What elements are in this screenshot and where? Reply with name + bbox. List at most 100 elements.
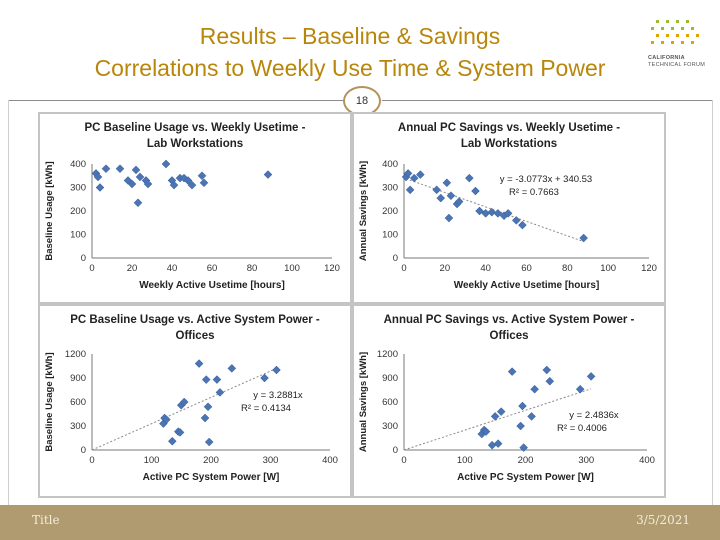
y-tick-label: 600 — [382, 397, 398, 408]
data-point — [518, 220, 527, 230]
x-tick-label: 100 — [600, 263, 616, 274]
data-point — [446, 191, 456, 201]
data-point — [415, 170, 425, 179]
slide-title: Results – Baseline & Savings Correlation… — [40, 20, 660, 84]
data-point — [194, 359, 204, 368]
y-tick-label: 100 — [382, 230, 398, 241]
data-point — [272, 365, 281, 375]
data-point — [167, 436, 177, 446]
x-tick-label: 60 — [207, 263, 218, 274]
data-point — [115, 164, 125, 174]
chart-title-line: PC Baseline Usage vs. Active System Powe… — [70, 314, 320, 326]
y-tick-label: 300 — [382, 183, 398, 194]
chart-title-line: Offices — [490, 330, 529, 342]
trendline — [405, 178, 584, 243]
data-point — [481, 427, 491, 436]
y-tick-label: 300 — [70, 183, 86, 194]
data-point — [464, 173, 474, 183]
data-point — [183, 176, 193, 185]
data-point — [527, 412, 536, 421]
x-tick-label: 120 — [641, 263, 657, 274]
x-tick-label: 300 — [578, 455, 594, 466]
page-number-badge: 18 — [343, 86, 381, 116]
logo-text-line-1: CALIFORNIA — [648, 55, 685, 61]
data-point — [507, 367, 517, 376]
chart-title-line: Offices — [176, 330, 215, 342]
x-tick-label: 0 — [401, 263, 406, 274]
data-point — [179, 397, 189, 407]
header-divider-left — [8, 100, 344, 101]
y-axis-label: Baseline Usage [kWh] — [44, 352, 55, 451]
x-tick-label: 200 — [203, 455, 219, 466]
data-point — [403, 169, 413, 178]
y-tick-label: 400 — [70, 159, 86, 170]
footer-date: 3/5/2021 — [636, 513, 690, 527]
data-point — [575, 384, 585, 394]
logo-dot-grid-icon — [651, 20, 699, 44]
data-point — [519, 443, 529, 452]
data-point — [493, 439, 503, 448]
chart-title-line: PC Baseline Usage vs. Weekly Usetime - — [85, 122, 306, 134]
y-tick-label: 200 — [382, 206, 398, 217]
data-point — [201, 375, 211, 384]
footer-bar: Title 3/5/2021 — [0, 505, 720, 540]
y-tick-label: 900 — [70, 373, 86, 384]
trendline-r2: R² = 0.7663 — [509, 187, 559, 198]
data-point — [133, 198, 143, 208]
data-point — [101, 164, 111, 174]
x-tick-label: 100 — [457, 455, 473, 466]
data-point — [586, 372, 596, 381]
data-point — [227, 364, 237, 373]
data-point — [409, 173, 419, 183]
data-point — [263, 170, 273, 179]
data-point — [542, 365, 552, 375]
x-tick-label: 40 — [480, 263, 491, 274]
x-tick-label: 300 — [263, 455, 279, 466]
data-point — [131, 165, 141, 175]
data-point — [432, 185, 442, 195]
data-point — [516, 421, 525, 431]
trendline — [403, 388, 592, 451]
slide-title-line-1: Results – Baseline & Savings — [199, 23, 501, 49]
data-point — [197, 171, 207, 181]
x-axis-label: Active PC System Power [W] — [457, 472, 594, 483]
x-tick-label: 20 — [127, 263, 138, 274]
data-point — [187, 180, 197, 190]
x-tick-label: 100 — [284, 263, 300, 274]
y-tick-label: 1200 — [65, 349, 86, 360]
x-tick-label: 120 — [324, 263, 340, 274]
chart-baseline-vs-power-offices: PC Baseline Usage vs. Active System Powe… — [40, 306, 350, 496]
y-tick-label: 1200 — [377, 349, 398, 360]
right-border-line — [712, 100, 713, 505]
x-tick-label: 0 — [89, 455, 94, 466]
y-tick-label: 600 — [70, 397, 86, 408]
x-tick-label: 400 — [639, 455, 655, 466]
x-tick-label: 0 — [89, 263, 94, 274]
y-tick-label: 100 — [70, 230, 86, 241]
trendline-equation: y = -3.0773x + 340.53 — [500, 174, 592, 185]
data-point — [444, 213, 454, 223]
data-point — [260, 373, 269, 383]
x-tick-label: 80 — [247, 263, 258, 274]
data-point — [95, 183, 105, 192]
x-tick-label: 400 — [322, 455, 338, 466]
data-point — [203, 402, 213, 412]
data-point — [436, 193, 446, 203]
x-tick-label: 20 — [440, 263, 451, 274]
chart-savings-vs-power-offices: Annual PC Savings vs. Active System Powe… — [354, 306, 664, 496]
trendline-equation: y = 2.4836x — [569, 410, 619, 421]
data-point — [487, 207, 497, 217]
y-axis-label: Annual Savings [kWh] — [358, 352, 369, 452]
chart-savings-vs-usetime-lab: Annual PC Savings vs. Weekly Usetime - La… — [354, 114, 664, 302]
x-tick-label: 40 — [167, 263, 178, 274]
chart-title-line: Lab Workstations — [461, 138, 557, 150]
y-tick-label: 300 — [70, 421, 86, 432]
data-point — [475, 206, 484, 216]
y-axis-label: Baseline Usage [kWh] — [44, 161, 55, 260]
data-point — [175, 428, 185, 437]
x-axis-label: Active PC System Power [W] — [143, 472, 280, 483]
data-point — [490, 412, 500, 421]
data-point — [215, 388, 225, 397]
data-point — [493, 208, 503, 218]
y-tick-label: 0 — [81, 253, 86, 264]
